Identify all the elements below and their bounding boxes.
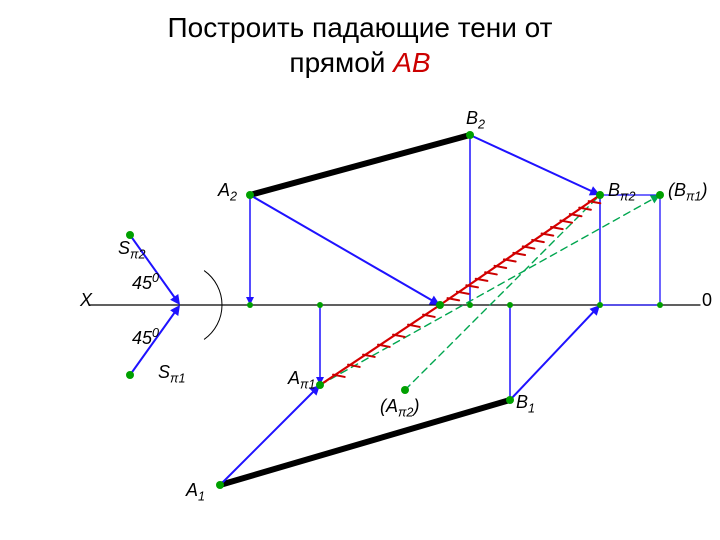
label-Ap2: (Аπ2) bbox=[380, 396, 419, 420]
label-Bp2: Вπ2 bbox=[608, 180, 635, 204]
label-450-a: 450 bbox=[132, 271, 159, 294]
label-450-b: 450 bbox=[132, 326, 159, 349]
label-B1: В1 bbox=[516, 392, 535, 416]
label-X: Х bbox=[80, 290, 92, 311]
label-zero: 0 bbox=[702, 290, 712, 311]
label-Ap1: Аπ1 bbox=[288, 368, 315, 392]
diagram-stage: Построить падающие тени от прямой АВ Х 0… bbox=[0, 0, 720, 540]
label-A1: А1 bbox=[186, 480, 205, 504]
label-Sp1: Sπ1 bbox=[158, 362, 185, 386]
diagram-svg bbox=[0, 0, 720, 540]
label-B2: В2 bbox=[466, 108, 485, 132]
label-A2: А2 bbox=[218, 180, 237, 204]
label-Sp2: Sπ2 bbox=[118, 238, 145, 262]
label-Bp1: (Вπ1) bbox=[668, 180, 707, 204]
